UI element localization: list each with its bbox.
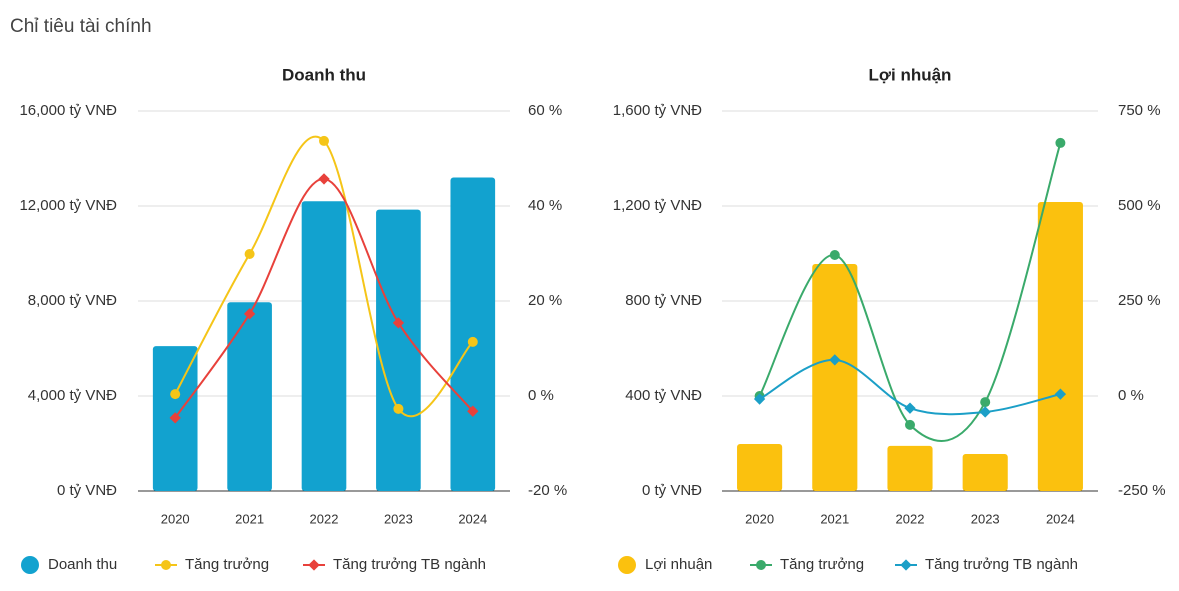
legend-marker <box>21 556 39 574</box>
legend-label: Lợi nhuận <box>645 556 712 573</box>
bar <box>1037 201 1083 491</box>
x-tick-label: 2021 <box>820 511 849 526</box>
y-tick-label: 4,000 tỷ VNĐ <box>28 387 117 404</box>
point <box>904 402 916 414</box>
legend-label: Tăng trưởng TB ngành <box>333 556 486 573</box>
point <box>980 397 991 408</box>
y-tick-label: 12,000 tỷ VNĐ <box>19 197 117 214</box>
bar <box>301 201 347 491</box>
point <box>467 336 478 347</box>
y2-tick-label: 500 % <box>1118 197 1161 214</box>
bar <box>962 453 1008 491</box>
legend-marker <box>618 556 636 574</box>
x-tick-label: 2023 <box>971 511 1000 526</box>
point <box>1054 388 1067 400</box>
legend-marker <box>756 560 766 570</box>
legend-marker <box>308 559 320 571</box>
y2-tick-label: 0 % <box>1118 387 1144 404</box>
bar <box>737 443 783 491</box>
point <box>979 406 991 418</box>
legend-marker <box>161 560 171 570</box>
point <box>243 308 256 320</box>
point <box>905 419 915 430</box>
point <box>169 412 181 424</box>
x-tick-label: 2024 <box>1046 511 1075 526</box>
x-tick-label: 2024 <box>458 511 487 526</box>
y-tick-label: 16,000 tỷ VNĐ <box>19 102 117 119</box>
chart-title: Lợi nhuận <box>869 65 952 84</box>
point <box>467 405 479 417</box>
point <box>829 250 840 261</box>
y-tick-label: 1,200 tỷ VNĐ <box>613 197 702 214</box>
y-tick-label: 0 tỷ VNĐ <box>642 482 702 499</box>
bar <box>227 302 272 491</box>
y-tick-label: 800 tỷ VNĐ <box>625 292 702 309</box>
x-tick-label: 2022 <box>310 511 339 526</box>
y-tick-label: 0 tỷ VNĐ <box>57 482 117 499</box>
bar <box>887 445 933 491</box>
bar <box>812 263 858 491</box>
y-tick-label: 8,000 tỷ VNĐ <box>28 292 117 309</box>
legend-marker <box>900 559 912 571</box>
point <box>319 135 329 146</box>
y2-tick-label: 750 % <box>1118 102 1161 119</box>
legend-label: Tăng trưởng <box>780 556 864 573</box>
y2-tick-label: 0 % <box>528 387 554 404</box>
y2-tick-label: 20 % <box>528 292 562 309</box>
x-tick-label: 2022 <box>896 511 925 526</box>
legend-label: Doanh thu <box>48 556 117 573</box>
bar <box>376 209 421 491</box>
point <box>393 403 404 414</box>
y2-tick-label: 60 % <box>528 102 562 119</box>
y2-tick-label: 250 % <box>1118 292 1161 309</box>
point <box>170 389 181 400</box>
bar <box>450 177 496 491</box>
page-title: Chỉ tiêu tài chính <box>10 16 152 37</box>
y-tick-label: 400 tỷ VNĐ <box>625 387 702 404</box>
point <box>318 173 330 185</box>
y2-tick-label: -250 % <box>1118 482 1166 499</box>
chart-title: Doanh thu <box>282 65 366 84</box>
y2-tick-label: 40 % <box>528 197 562 214</box>
x-tick-label: 2020 <box>161 511 190 526</box>
legend-label: Tăng trưởng TB ngành <box>925 556 1078 573</box>
point <box>753 393 766 405</box>
point <box>1055 137 1066 148</box>
point <box>829 354 841 366</box>
y2-tick-label: -20 % <box>528 482 567 499</box>
point <box>392 317 405 329</box>
x-tick-label: 2021 <box>235 511 264 526</box>
x-tick-label: 2023 <box>384 511 413 526</box>
x-tick-label: 2020 <box>745 511 774 526</box>
point <box>244 248 255 259</box>
y-tick-label: 1,600 tỷ VNĐ <box>613 102 702 119</box>
legend-label: Tăng trưởng <box>185 556 269 573</box>
